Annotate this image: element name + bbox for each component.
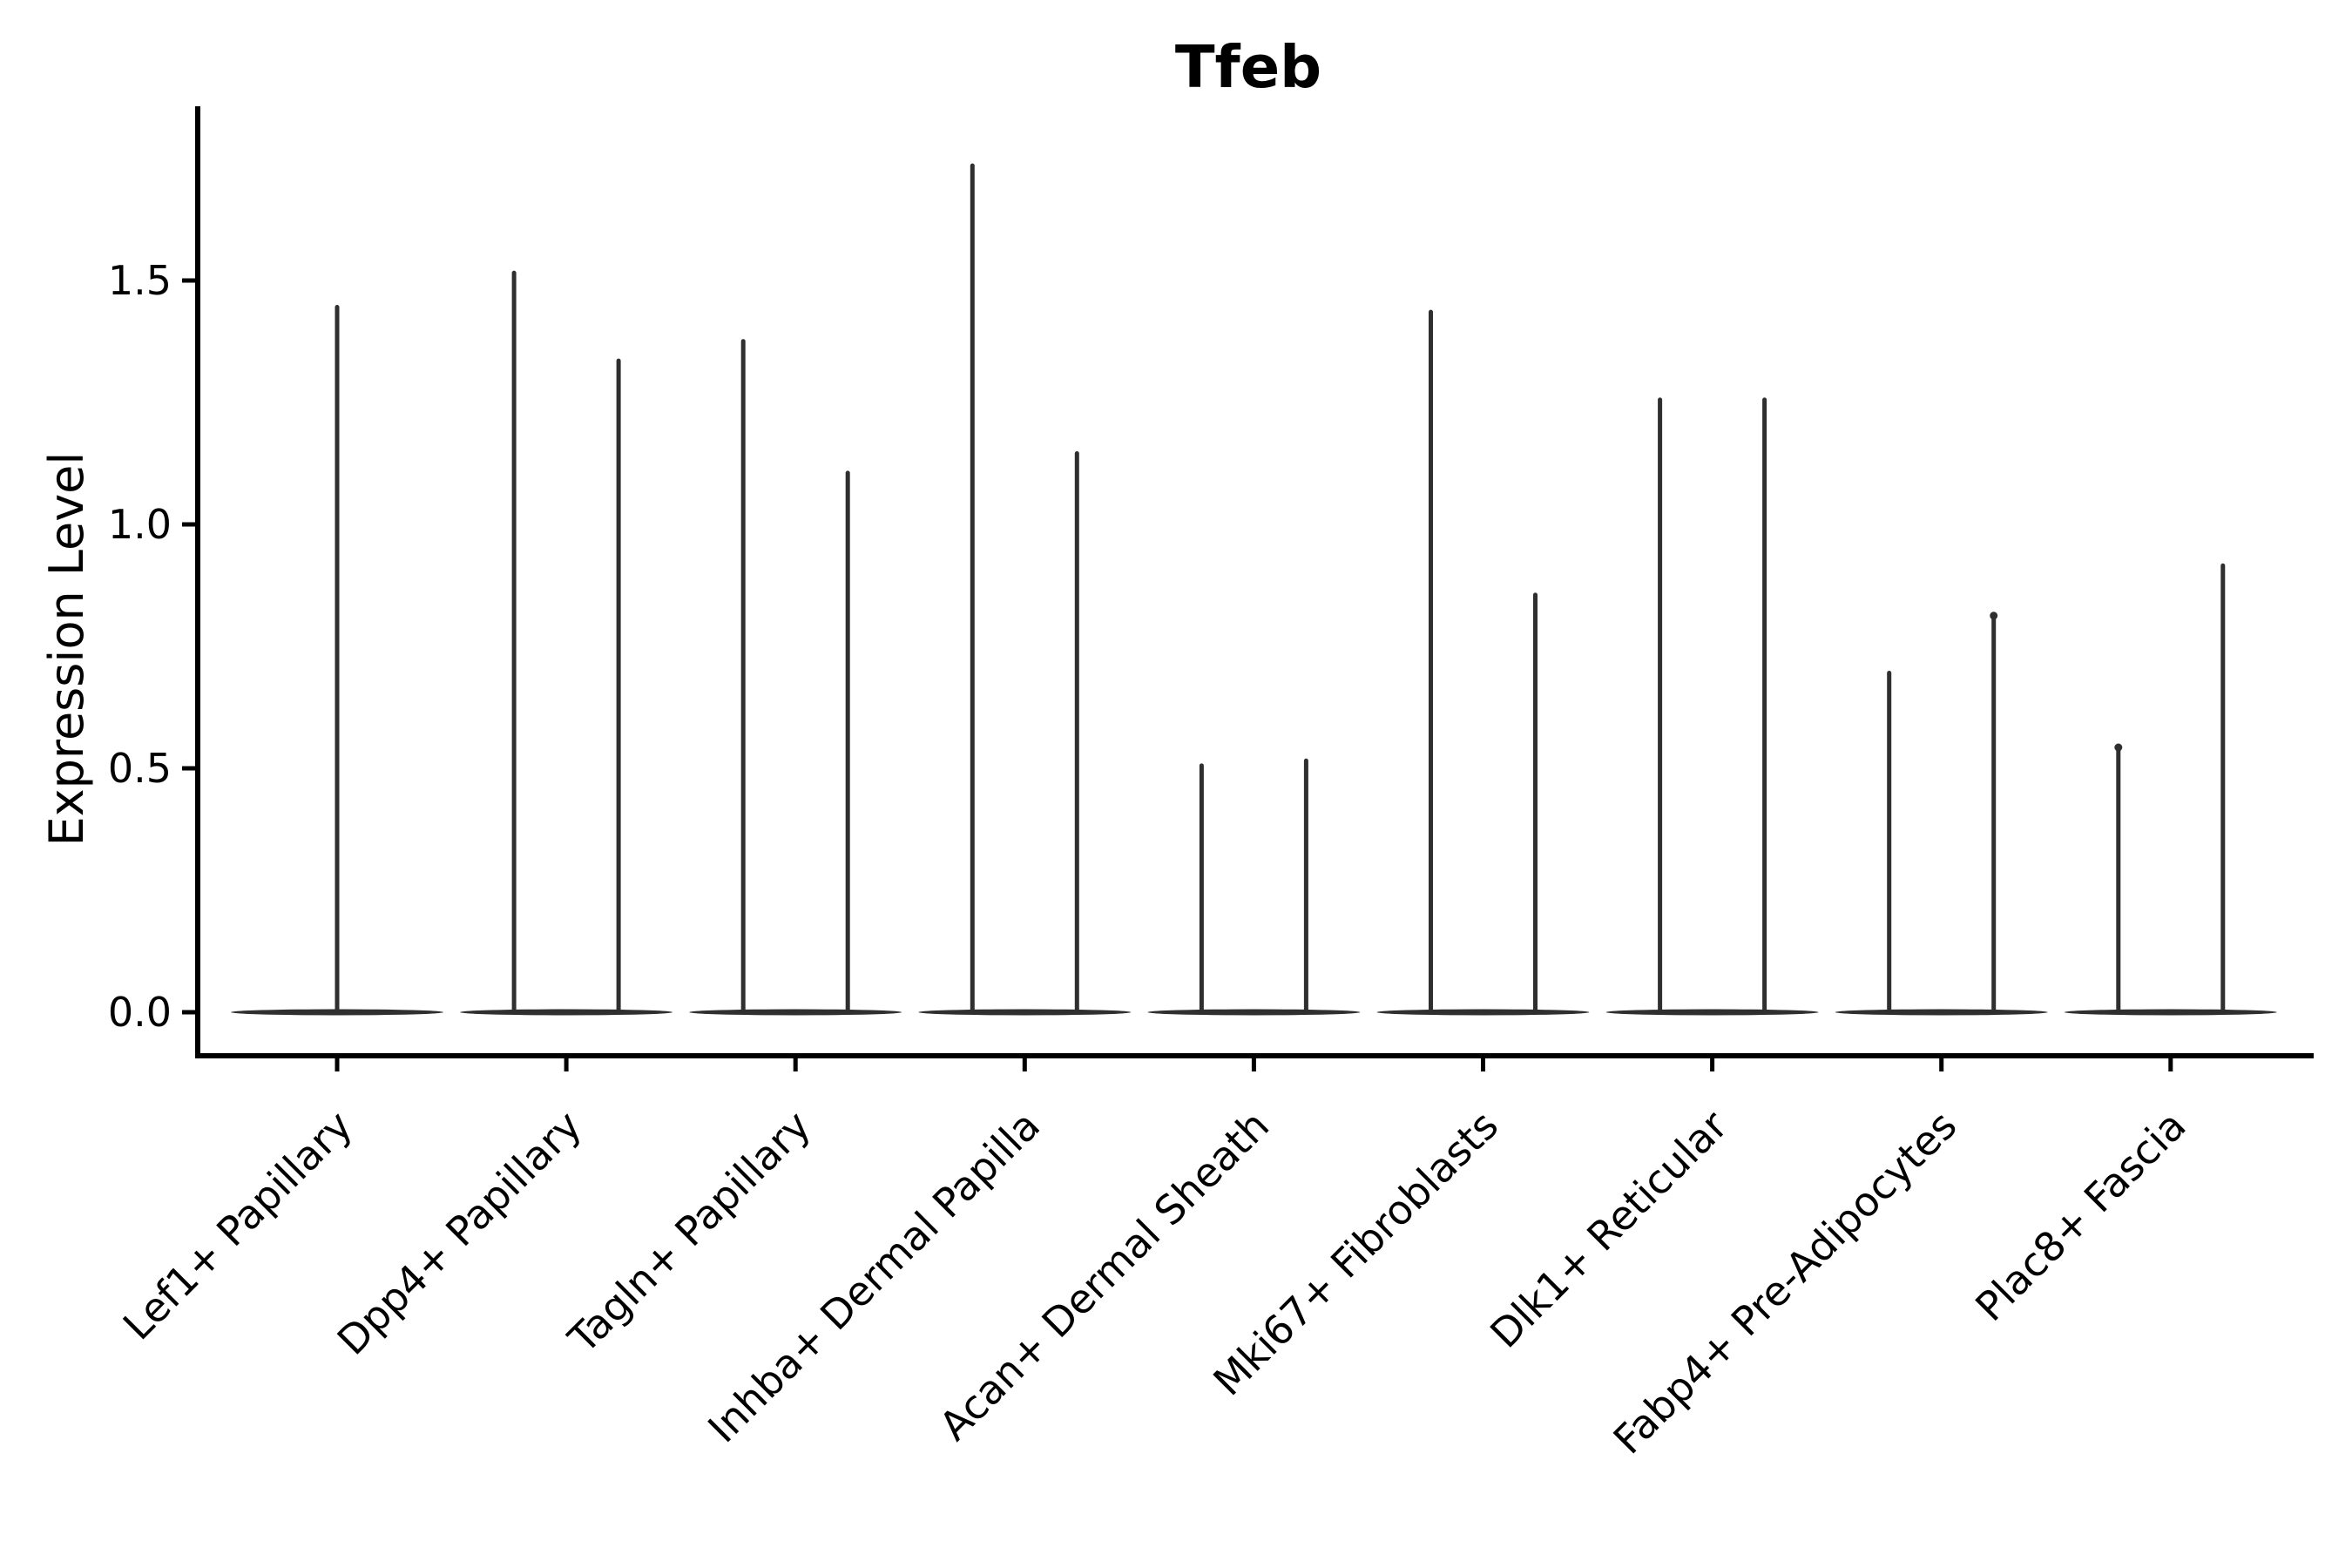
violin-spike — [616, 358, 621, 1016]
violin-body-at-zero — [2064, 1009, 2277, 1016]
violin-spike — [1533, 592, 1538, 1015]
violin-body-at-zero — [918, 1009, 1132, 1016]
y-tick-label: 1.5 — [108, 257, 172, 304]
y-axis-ticks: 0.0 0.5 1.0 1.5 — [108, 257, 198, 1036]
violin-spike — [845, 470, 850, 1015]
violin-layer — [231, 163, 2277, 1016]
x-tick-label: Lef1+ Papillary — [114, 1102, 362, 1349]
violin-group — [689, 339, 902, 1016]
violin-body-at-zero — [1835, 1009, 2048, 1016]
violin-body-at-zero — [689, 1009, 902, 1016]
violin-spike-tip — [2114, 743, 2123, 752]
violin-spike — [1429, 309, 1433, 1016]
plot-title: Tfeb — [1175, 33, 1321, 101]
violin-spike — [1762, 397, 1767, 1015]
y-tick-label: 0.0 — [108, 989, 172, 1036]
violin-body-at-zero — [460, 1009, 673, 1016]
violin-group — [460, 270, 673, 1016]
x-tick-label: Dpp4+ Papillary — [328, 1102, 591, 1364]
violin-spike — [1991, 612, 1997, 1015]
y-tick-label: 0.5 — [108, 745, 172, 792]
x-tick-label: Tagln+ Papillary — [558, 1102, 820, 1363]
violin-spike — [970, 163, 975, 1016]
violin-group — [1376, 309, 1590, 1016]
violin-body-at-zero — [1605, 1009, 1819, 1016]
y-tick-label: 1.0 — [108, 501, 172, 548]
violin-spike-tip — [1990, 612, 1998, 620]
x-tick-label: Plac8+ Fascia — [1966, 1102, 2194, 1330]
violin-spike — [1074, 451, 1079, 1015]
violin-group — [231, 305, 443, 1016]
y-axis-label: Expression Level — [39, 452, 94, 847]
violin-spike — [740, 339, 746, 1015]
violin-group — [1835, 612, 2048, 1016]
violin-group — [2064, 563, 2277, 1016]
violin-group — [1605, 397, 1819, 1016]
violin-body-at-zero — [1147, 1009, 1361, 1016]
x-axis-spine — [195, 1053, 2314, 1058]
violin-spike — [511, 270, 517, 1015]
violin-spike — [1658, 397, 1663, 1015]
violin-spike — [1303, 758, 1308, 1015]
violin-group — [918, 163, 1132, 1016]
violin-spike — [335, 305, 340, 1015]
violin-spike — [2116, 744, 2121, 1015]
x-tick-label: Dlk1+ Reticular — [1481, 1102, 1736, 1357]
violin-group — [1147, 758, 1361, 1016]
violin-spike — [1887, 671, 1892, 1015]
violin-spike — [1199, 763, 1204, 1015]
violin-body-at-zero — [1376, 1009, 1590, 1016]
y-axis-spine — [195, 106, 200, 1058]
violin-spike — [2220, 563, 2226, 1015]
